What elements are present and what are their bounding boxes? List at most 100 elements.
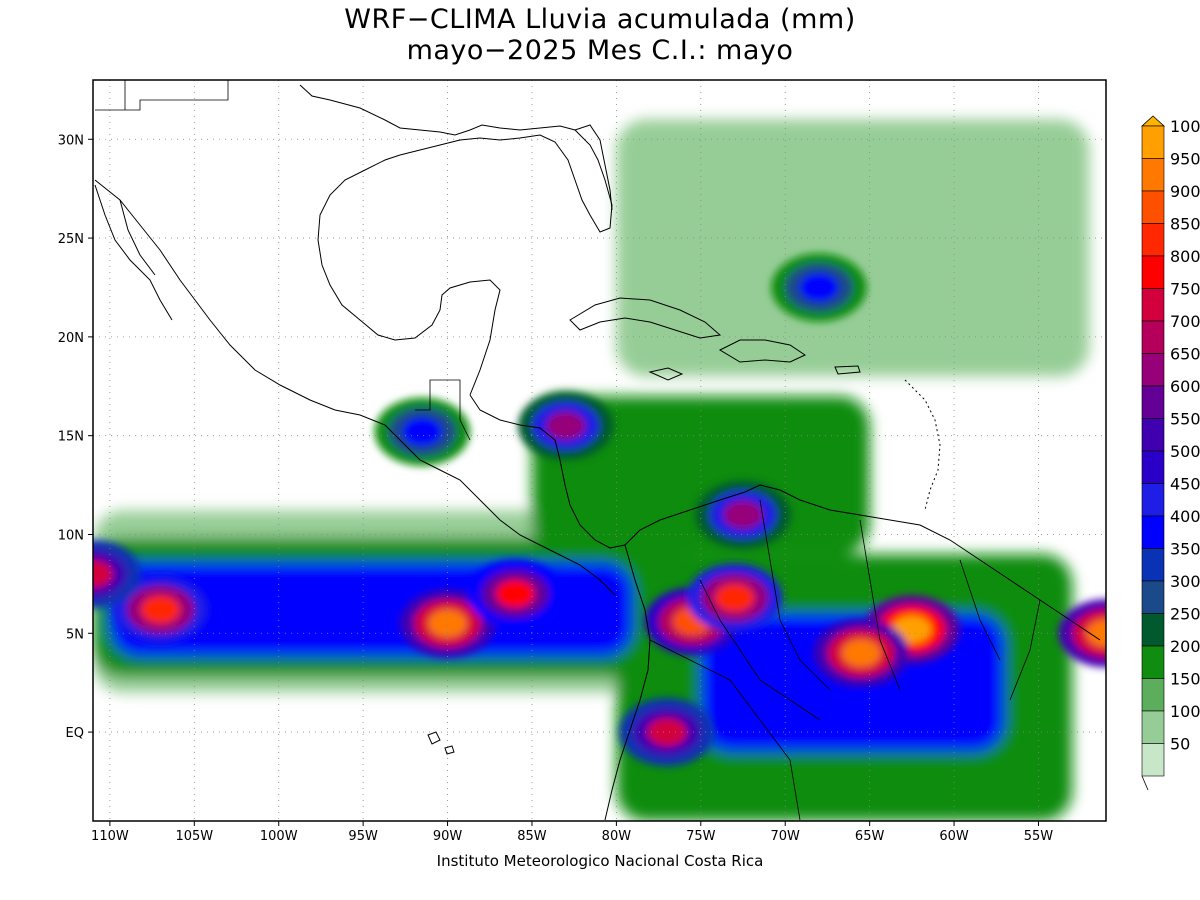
rain-bands [93, 119, 1090, 821]
y-tick-label: 15N [58, 430, 84, 445]
colorbar-swatch [1141, 580, 1165, 614]
colorbar-swatch [1141, 450, 1165, 484]
colorbar-over-arrow [1140, 115, 1166, 127]
page-title: WRF−CLIMA Lluvia acumulada (mm) mayo−202… [0, 4, 1200, 66]
colorbar-label: 100 [1170, 117, 1200, 136]
colorbar: 100 950 900 850 800 750 700 650 600 550 500 450 400 3… [1140, 115, 1200, 791]
x-tick-label: 110W [91, 829, 129, 844]
baja-coast [94, 184, 173, 321]
galapagos [427, 731, 455, 755]
colorbar-label: 550 [1170, 410, 1200, 429]
colorbar-label: 950 [1170, 150, 1200, 169]
hispaniola-coast [718, 339, 807, 363]
coastlines [94, 80, 1101, 821]
colorbar-under-tail [1141, 775, 1149, 791]
colorbar-label: 650 [1170, 345, 1200, 364]
hotspot-6-ring-2 [723, 500, 763, 529]
y-tick-label: EQ [66, 726, 84, 741]
colorbar-swatch [1141, 515, 1165, 549]
gulf-coast [299, 84, 613, 396]
x-tick-label: 85W [517, 829, 547, 844]
lesser-antilles [904, 379, 941, 511]
axis-ticks: 110W 105W 100W 95W 90W 85W 80W 75W 70W 65W 60W 55W 3… [58, 133, 1054, 844]
colorbar-label: 750 [1170, 280, 1200, 299]
y-tick-label: 10N [58, 528, 84, 543]
x-tick-label: 100W [260, 829, 298, 844]
y-tick-label: 5N [66, 627, 84, 642]
colorbar-swatch [1141, 483, 1165, 517]
hotspot-8-ring-2 [495, 579, 535, 608]
map-frame [92, 79, 1107, 822]
colorbar-swatch [1141, 223, 1165, 257]
hotspot-9-ring-2 [1086, 619, 1106, 648]
colorbar-label: 450 [1170, 475, 1200, 494]
hotspot-1-ring-2 [427, 609, 468, 638]
colorbar-label: 900 [1170, 182, 1200, 201]
colorbar-label: 50 [1170, 735, 1190, 754]
hotspot-13-ring-2 [546, 411, 586, 440]
x-tick-label: 75W [686, 829, 716, 844]
x-tick-label: 95W [348, 829, 378, 844]
rain-field [93, 80, 1106, 821]
title-line-2: mayo−2025 Mes C.I.: mayo [406, 35, 794, 66]
colorbar-swatch [1141, 613, 1165, 647]
colorbar-swatch [1141, 255, 1165, 289]
hotspot-10-ring-2 [93, 560, 113, 588]
colorbar-label: 700 [1170, 312, 1200, 331]
hotspot-12-ring-2 [402, 417, 442, 446]
colorbar-label: 400 [1170, 507, 1200, 526]
rain-hotspots [93, 253, 1106, 767]
colorbar-label: 150 [1170, 670, 1200, 689]
colorbar-swatch [1141, 645, 1165, 679]
x-tick-label: 70W [771, 829, 801, 844]
colorbar-swatch [1141, 158, 1165, 192]
x-tick-label: 65W [855, 829, 885, 844]
lat-lon-grid [93, 80, 1106, 821]
y-tick-label: 30N [58, 133, 84, 148]
colorbar-label: 500 [1170, 442, 1200, 461]
colorbar-swatch [1141, 548, 1165, 582]
title-line-1: WRF−CLIMA Lluvia acumulada (mm) [344, 4, 856, 35]
colorbar-swatch [1141, 125, 1165, 159]
colorbar-label: 850 [1170, 215, 1200, 234]
colorbar-swatch [1141, 418, 1165, 452]
colorbar-swatch [1141, 743, 1165, 777]
central-america-caribbean [469, 394, 626, 549]
rain-shading-layer [93, 119, 1106, 821]
colorbar-label: 250 [1170, 605, 1200, 624]
puerto-rico-coast [834, 365, 861, 375]
us-mexico-border [95, 80, 229, 111]
x-tick-label: 55W [1024, 829, 1054, 844]
cuba-coast [569, 297, 722, 339]
jamaica-coast [648, 367, 684, 381]
colorbar-swatch [1141, 288, 1165, 322]
colorbar-label: 200 [1170, 637, 1200, 656]
mexico-pacific-coast [94, 179, 616, 596]
hotspot-0-ring-2 [140, 595, 181, 624]
south-america-north-coast [624, 484, 1101, 641]
colorbar-swatch [1141, 353, 1165, 387]
country-borders [649, 499, 1041, 821]
colorbar-swatch [1141, 385, 1165, 419]
hotspot-5-ring-2 [841, 639, 881, 668]
y-tick-label: 20N [58, 331, 84, 346]
x-tick-label: 90W [433, 829, 463, 844]
colorbar-swatch [1141, 320, 1165, 354]
colorbar-label: 600 [1170, 377, 1200, 396]
rain-band-atlantic-front [616, 119, 1090, 377]
institution-credit: Instituto Meteorologico Nacional Costa R… [436, 852, 764, 870]
y-tick-label: 25N [58, 232, 84, 247]
colorbar-label: 350 [1170, 540, 1200, 559]
colorbar-swatch [1141, 190, 1165, 224]
x-tick-label: 80W [602, 829, 632, 844]
hotspot-7-ring-2 [647, 718, 687, 747]
south-america-pacific-coast [604, 544, 651, 821]
florida-coast [574, 124, 613, 211]
colorbar-label: 300 [1170, 572, 1200, 591]
guatemala-border [415, 379, 471, 441]
x-tick-label: 60W [939, 829, 969, 844]
hotspot-11-ring-2 [799, 273, 839, 302]
x-tick-label: 105W [175, 829, 213, 844]
colorbar-label: 100 [1170, 702, 1200, 721]
